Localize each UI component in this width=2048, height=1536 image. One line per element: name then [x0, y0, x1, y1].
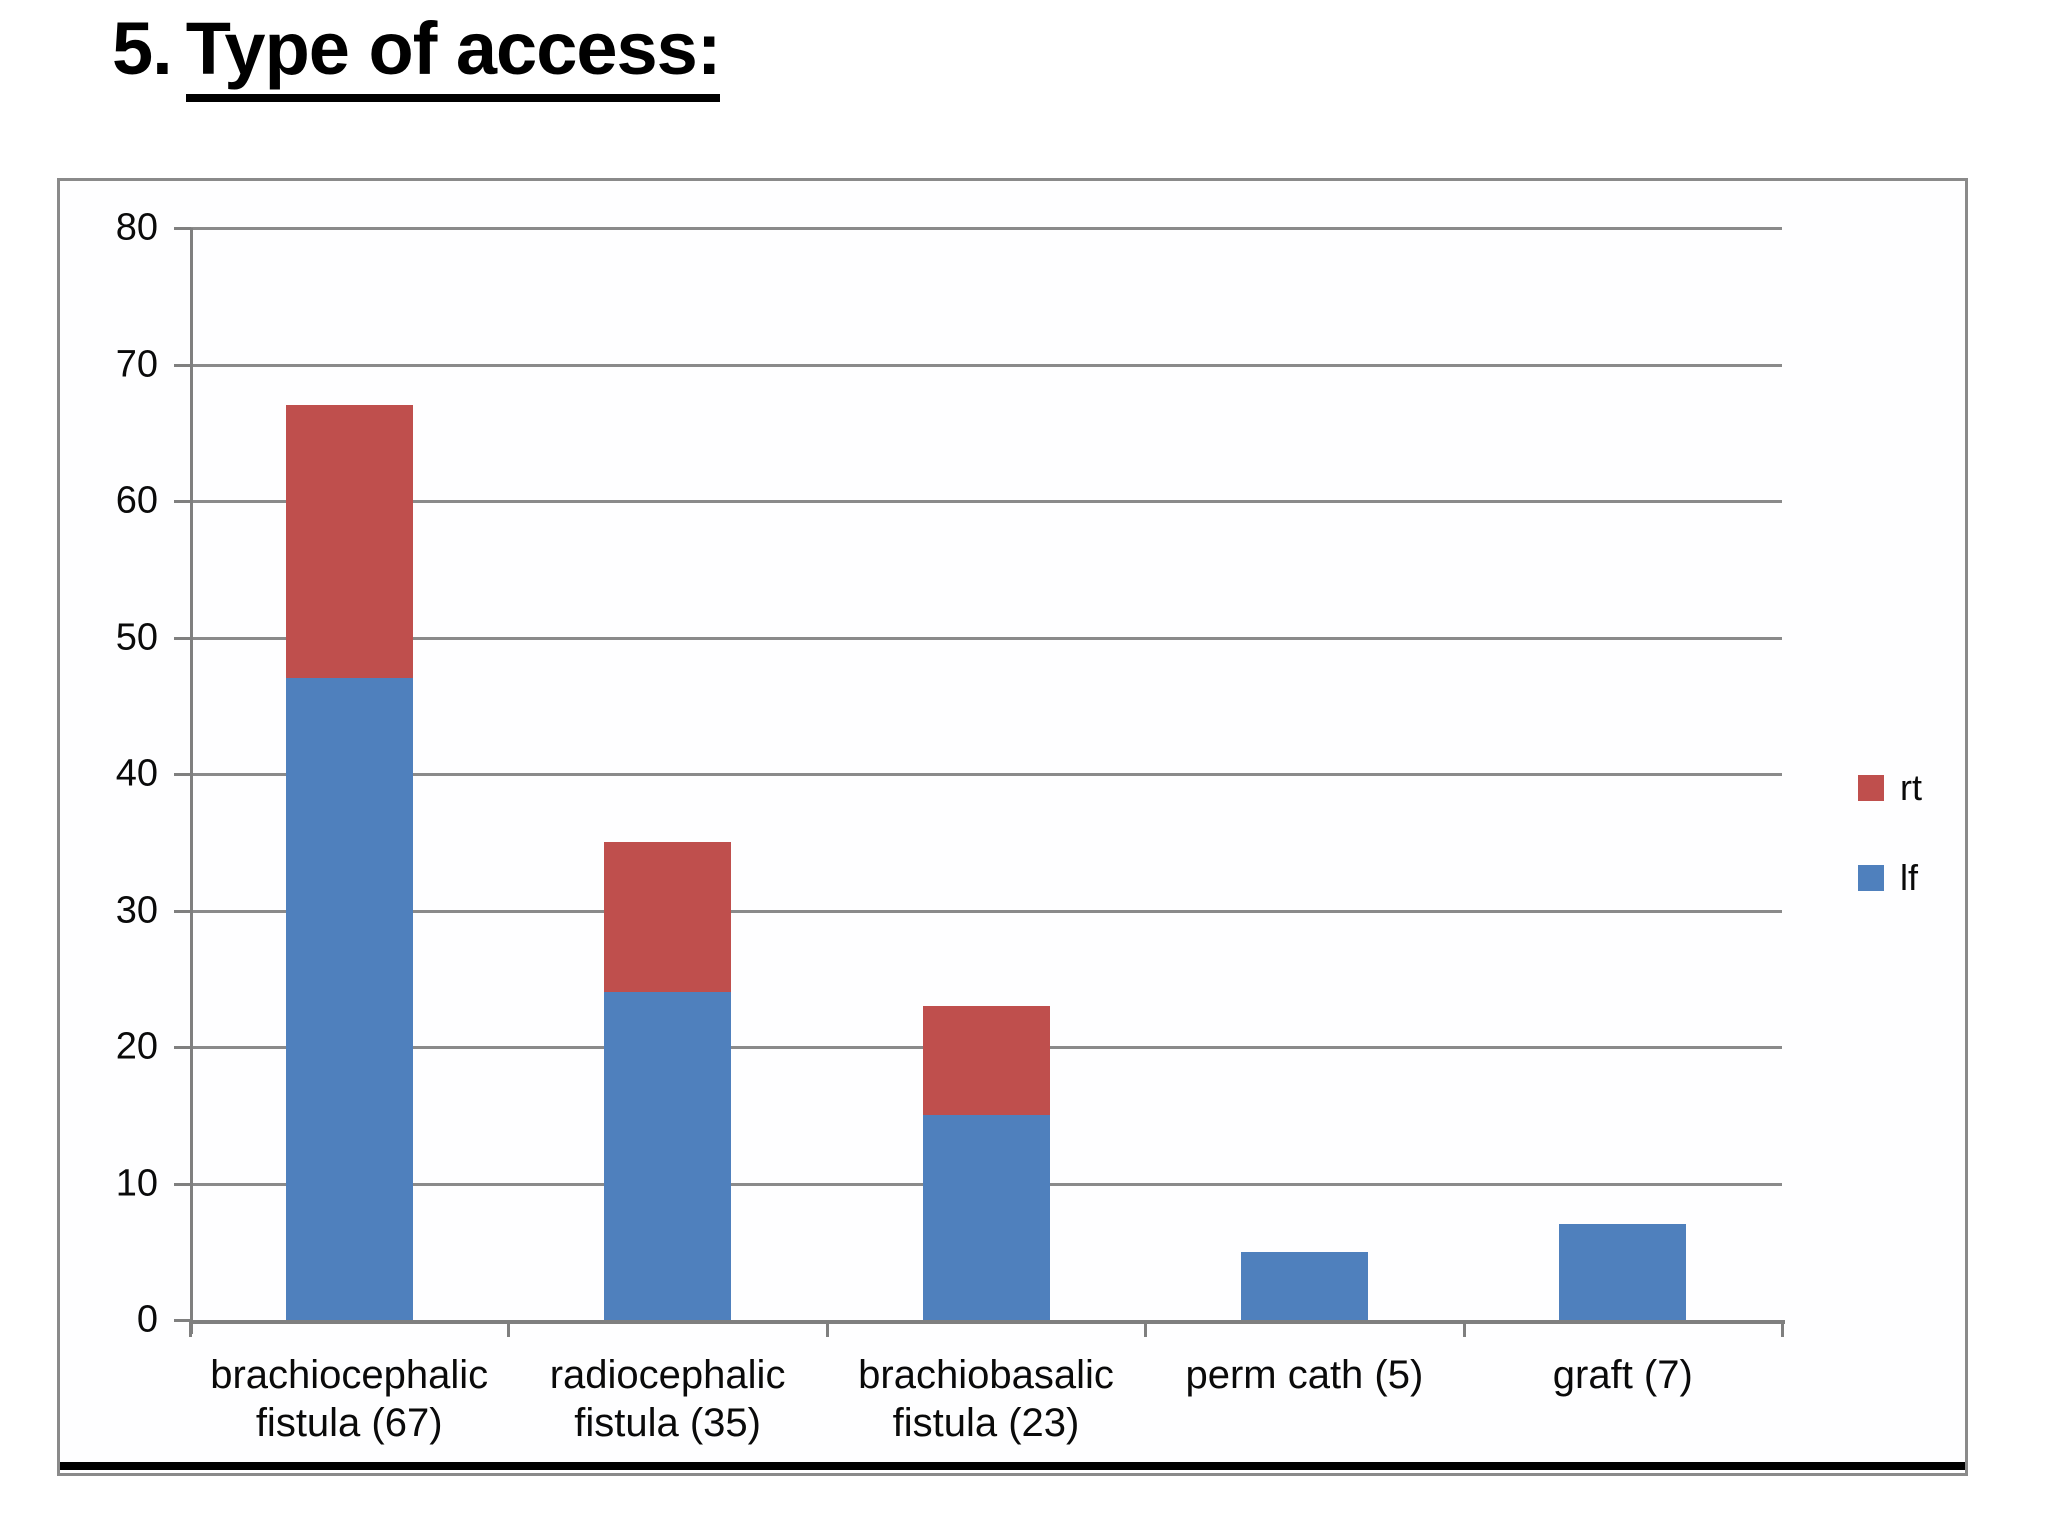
legend-label-lf: lf — [1900, 857, 1918, 898]
x-tick-mark — [1462, 1322, 1466, 1337]
y-tick-label-60: 60 — [115, 479, 158, 522]
x-tick-mark — [507, 1322, 511, 1337]
x-tick-mark — [1781, 1322, 1784, 1337]
x-tick-mark — [1144, 1322, 1148, 1337]
legend-item-rt: rt — [1858, 767, 1922, 809]
y-tick-mark — [174, 363, 191, 367]
category-label-3: perm cath (5) — [1185, 1353, 1424, 1397]
x-axis-line — [190, 1320, 1785, 1324]
y-tick-mark — [174, 1046, 191, 1049]
bottom-rule-black — [60, 1462, 1965, 1470]
gridline-50 — [190, 636, 1782, 640]
legend-swatch-lf — [1858, 865, 1884, 891]
y-tick-mark — [174, 1319, 191, 1322]
legend-label-rt: rt — [1900, 767, 1922, 808]
y-tick-mark — [174, 909, 191, 913]
y-tick-label-70: 70 — [115, 343, 158, 385]
y-tick-mark — [174, 636, 191, 640]
y-tick-label-0: 0 — [136, 1298, 158, 1341]
y-tick-mark — [174, 227, 191, 230]
bar-segment-rt-0 — [285, 405, 413, 679]
category-label-0: brachiocephalic fistula (67) — [210, 1353, 489, 1445]
bar-segment-rt-2 — [922, 1006, 1050, 1116]
plot-area — [190, 227, 1782, 1320]
gridline-30 — [190, 909, 1782, 913]
y-tick-label-50: 50 — [115, 616, 158, 658]
gridline-60 — [190, 500, 1782, 503]
category-label-4: graft (7) — [1552, 1353, 1693, 1397]
y-tick-mark — [174, 1182, 191, 1186]
title-number: 5. — [112, 7, 173, 90]
legend: rt lf — [1858, 767, 1922, 947]
x-tick-mark — [189, 1322, 192, 1337]
y-axis-line — [190, 228, 193, 1334]
category-label-2: brachiobasalic fistula (23) — [858, 1353, 1114, 1445]
legend-swatch-rt — [1858, 775, 1884, 801]
y-tick-mark — [174, 500, 191, 503]
bar-segment-lf-3 — [1240, 1251, 1368, 1320]
x-tick-mark — [825, 1322, 829, 1337]
title-underlined-text: Type of access: — [185, 7, 721, 102]
gridline-70 — [190, 363, 1782, 367]
chart-frame: rt lf 0 10 20 30 40 50 60 70 80 brachiocephalic fi… — [57, 178, 1968, 1476]
bar-segment-rt-1 — [604, 842, 732, 993]
y-tick-label-40: 40 — [115, 752, 158, 795]
page-title: 5. Type of access: — [112, 6, 721, 102]
y-tick-label-30: 30 — [115, 889, 158, 931]
gridline-40 — [190, 773, 1782, 776]
gridline-80 — [190, 227, 1782, 230]
bar-segment-lf-1 — [604, 992, 732, 1320]
y-tick-label-10: 10 — [115, 1162, 158, 1204]
y-tick-mark — [174, 773, 191, 776]
y-tick-label-20: 20 — [115, 1025, 158, 1068]
bar-segment-lf-0 — [285, 678, 413, 1320]
y-tick-label-80: 80 — [115, 206, 158, 249]
bar-segment-lf-2 — [922, 1115, 1050, 1320]
bar-segment-lf-4 — [1559, 1224, 1687, 1320]
category-label-1: radiocephalic fistula (35) — [549, 1353, 786, 1445]
legend-item-lf: lf — [1858, 857, 1922, 899]
